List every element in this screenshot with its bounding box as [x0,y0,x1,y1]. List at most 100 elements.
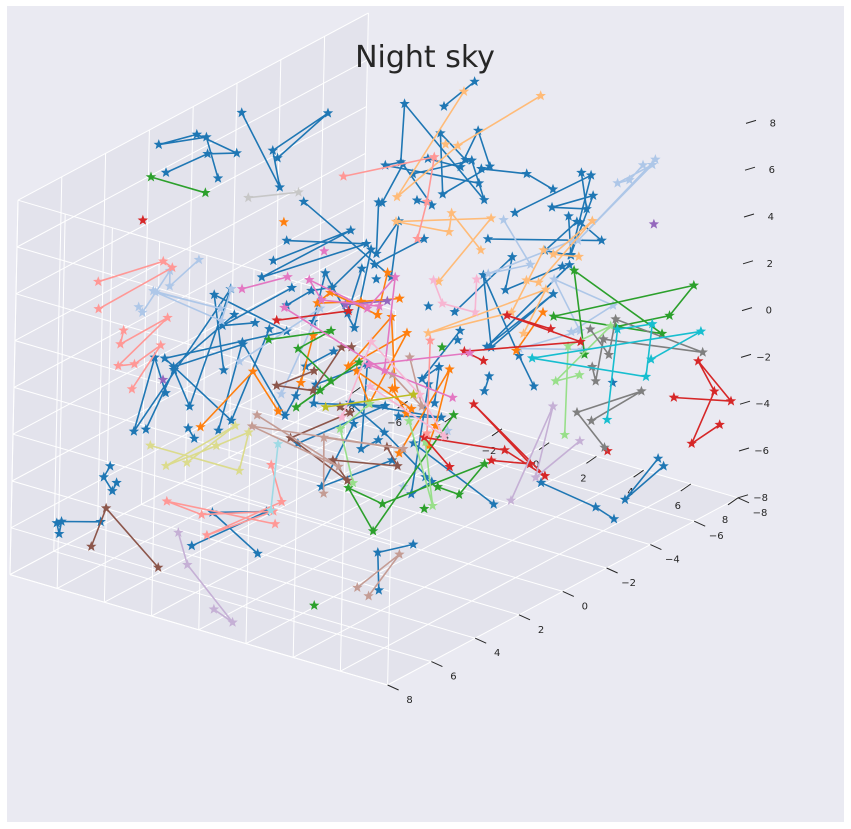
constellation [535,477,620,524]
star-marker [590,501,601,512]
constellation-line [270,443,279,511]
x-tick-label: 2 [580,473,586,484]
star-marker [304,274,315,285]
star-marker [539,470,551,481]
y-tick [474,637,487,644]
constellation-line [443,80,476,108]
star-marker [310,378,322,389]
constellation [320,389,419,412]
constellation-line [346,268,363,314]
constellation-line [248,191,299,199]
star-marker [161,495,173,506]
x-tick-label: 8 [722,515,728,526]
star-marker [571,216,583,227]
constellation [336,336,450,441]
star-marker [596,235,607,245]
star-marker [191,128,203,139]
constellation-line [56,520,101,534]
star-marker [208,603,220,614]
star-marker [545,323,556,334]
y-tick [562,590,575,597]
star-marker [327,454,339,465]
star-marker [393,410,404,421]
grid-floor-y [9,574,388,686]
star-marker [475,244,487,255]
star-marker [229,309,240,320]
star-marker [557,260,568,271]
constellation [440,138,451,149]
star-marker [160,460,172,471]
star-marker [213,424,224,435]
constellation-line [217,340,335,431]
constellation [256,224,372,282]
constellation [403,415,438,511]
star-marker [455,161,466,172]
star-marker [562,340,574,351]
star-marker [353,356,365,367]
star-marker [460,154,471,165]
star-marker [334,401,346,412]
star-marker [394,447,405,458]
star-marker [436,412,447,422]
constellation-line [432,279,478,314]
star-marker [416,373,428,384]
constellation [265,438,284,515]
chart-title: Night sky [355,40,495,75]
star-marker [650,154,661,164]
star-marker [111,477,122,488]
star-marker [93,276,104,287]
grid-back-x [245,269,255,644]
star-marker [572,235,584,245]
z-tick [740,353,752,358]
star-marker [645,353,657,364]
star-marker [196,509,207,520]
star-marker [356,263,368,273]
star-marker [347,477,359,488]
constellation [419,503,430,514]
constellation [478,259,575,391]
star-marker [548,248,559,259]
star-marker [574,369,585,380]
star-marker [602,445,613,456]
z-tick [741,307,753,312]
star-marker [459,345,470,356]
star-marker [183,422,194,433]
star-marker [371,248,382,259]
star-marker [547,183,559,194]
x-tick [397,400,408,409]
z-tick-label: 2 [767,259,773,270]
x-tick-label: 0 [533,460,539,471]
star-marker [483,268,494,279]
grid-left-y [9,200,19,575]
constellation [243,186,304,203]
star-marker [279,410,291,421]
constellation [391,86,546,202]
star-marker [376,197,388,208]
star-marker [442,425,453,436]
star-marker [571,406,583,417]
star-marker [51,517,62,528]
star-marker [610,321,621,332]
star-marker [567,235,578,246]
star-marker [382,267,393,277]
star-marker [574,216,586,227]
star-marker [307,330,319,341]
star-marker [484,160,496,171]
star-marker [608,513,620,524]
constellation [217,282,298,331]
star-marker [160,387,171,398]
star-marker [565,249,577,260]
star-marker [398,443,409,454]
constellation [352,548,405,601]
star-marker [162,312,173,323]
star-marker [352,582,363,592]
y-tick [693,520,706,527]
star-marker [54,528,65,539]
z-tick-label: −8 [753,493,768,504]
star-marker [361,238,372,249]
constellation [145,171,211,198]
star-marker [267,145,278,155]
star-marker [217,320,228,331]
star-marker [521,274,532,285]
y-tick-label: 0 [582,601,588,612]
